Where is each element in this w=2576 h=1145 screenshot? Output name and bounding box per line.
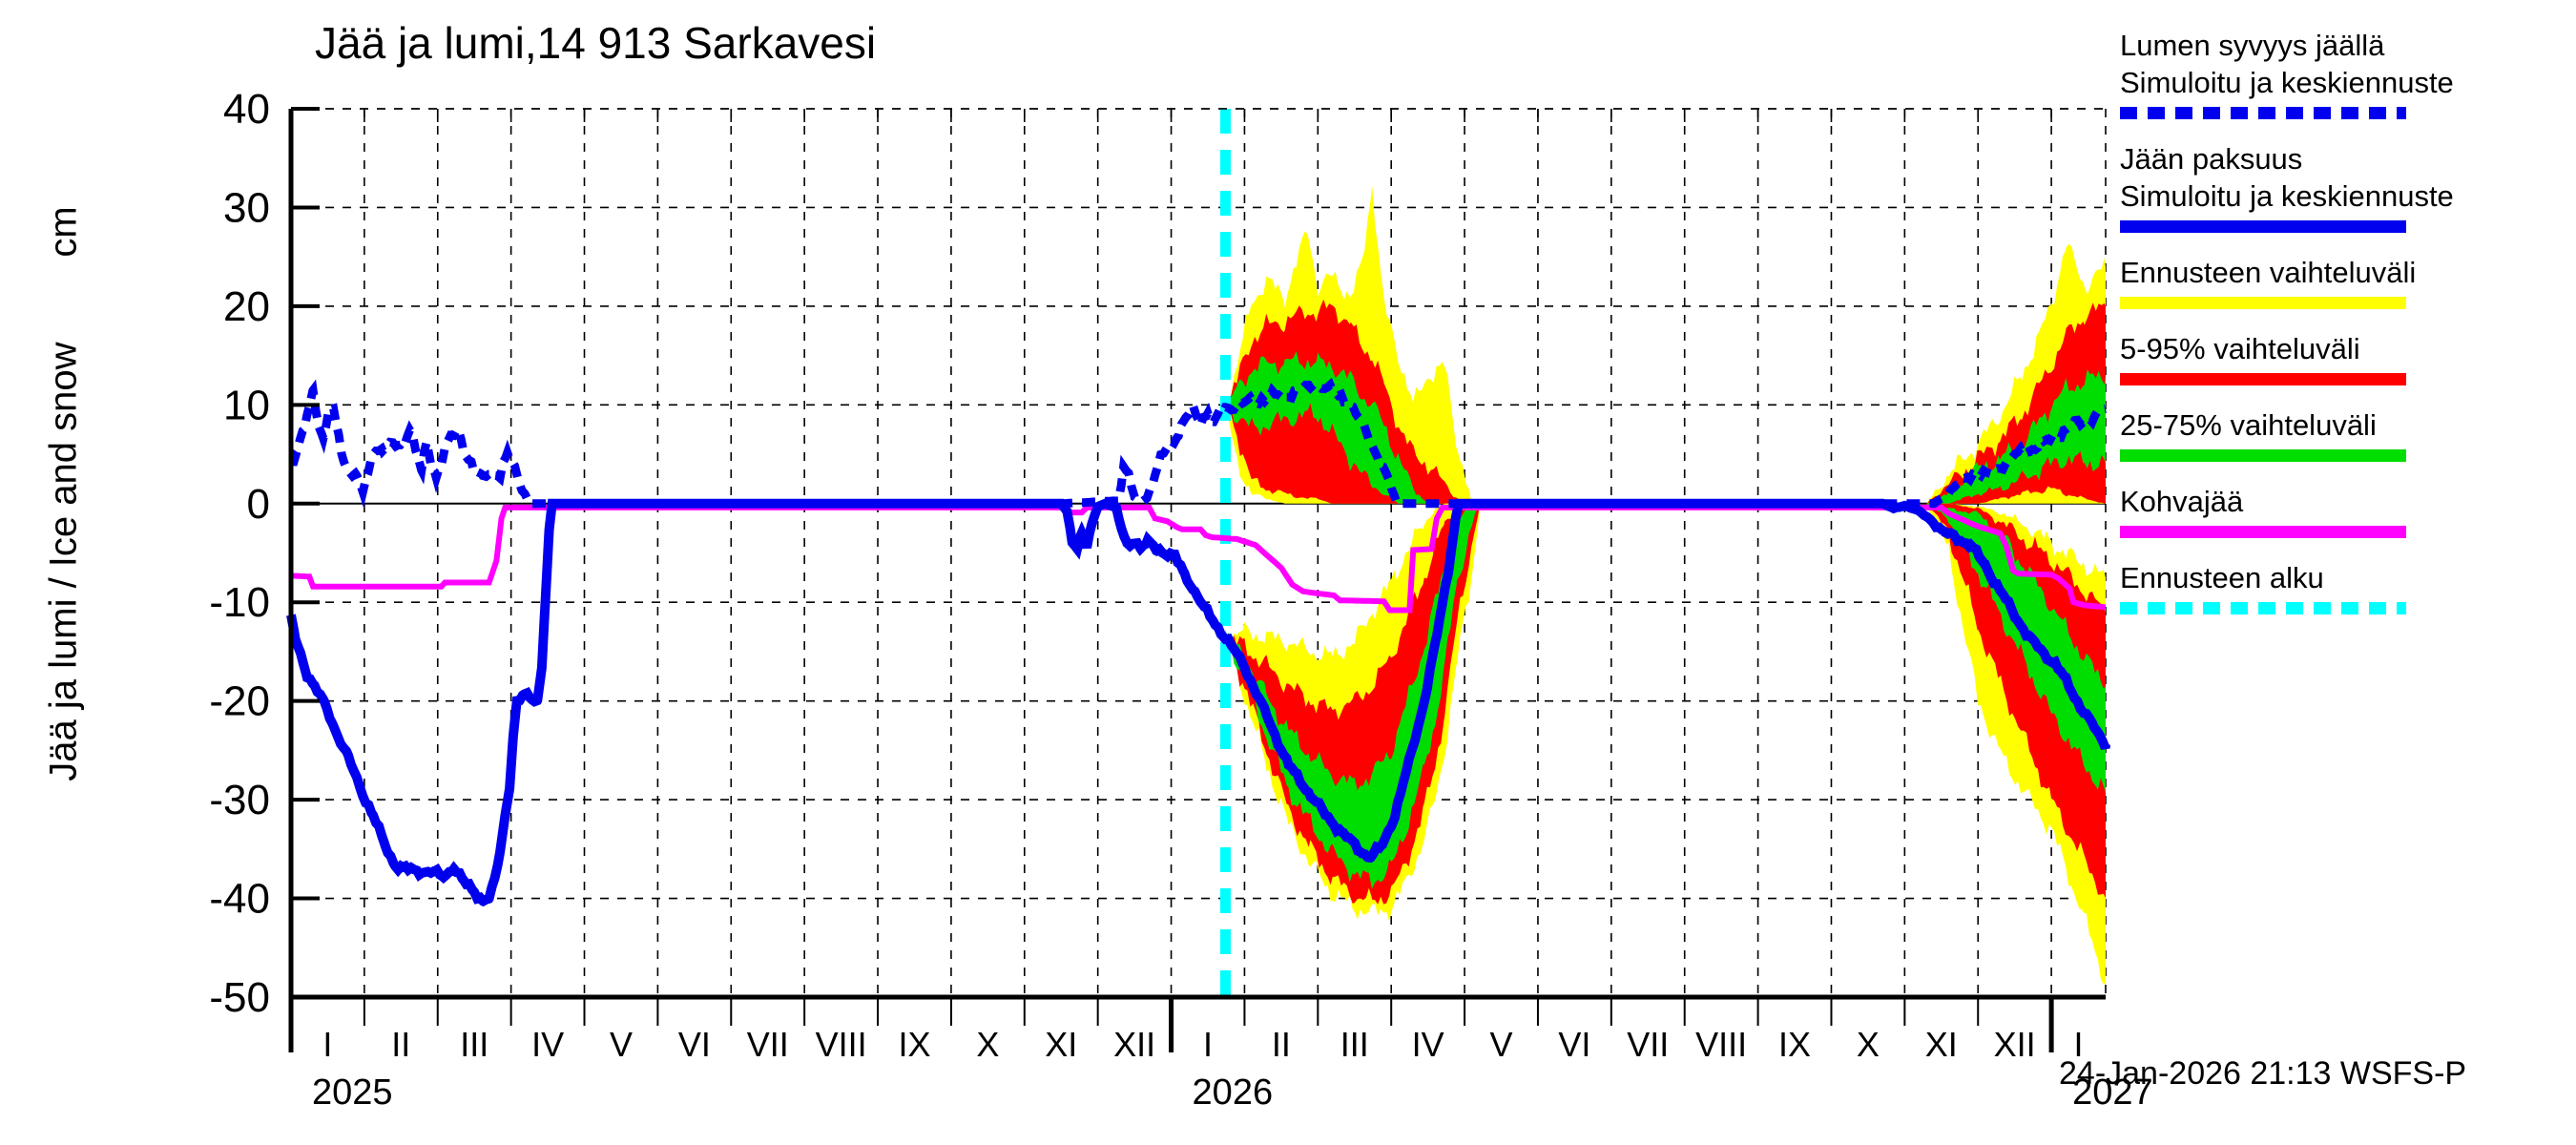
snow-dashed-line-swatch	[2120, 107, 2406, 119]
ice-solid-line-swatch	[2120, 220, 2406, 233]
legend-item-5-95-range: 5-95% vaihteluväli	[2120, 330, 2568, 385]
green-band-ice-forecast-2026	[1225, 503, 1480, 889]
month-label: V	[610, 1025, 633, 1064]
y-tick-label: -20	[209, 678, 270, 725]
y-tick-label: -10	[209, 579, 270, 626]
month-label: X	[1857, 1025, 1880, 1064]
month-label: II	[391, 1025, 410, 1064]
year-label: 2027	[2072, 1072, 2153, 1113]
month-label: III	[1340, 1025, 1369, 1064]
cyan-dashed-line-swatch	[2120, 602, 2406, 614]
snow-depth-line	[289, 377, 2107, 509]
legend-item-snow-depth: Lumen syvyys jäällä Simuloitu ja keskien…	[2120, 27, 2568, 119]
month-label: VIII	[1695, 1025, 1747, 1064]
legend-label: Lumen syvyys jäällä	[2120, 29, 2385, 62]
legend-item-kohvajaa: Kohvajää	[2120, 483, 2568, 538]
month-label: XII	[1113, 1025, 1155, 1064]
green-band-swatch	[2120, 449, 2406, 462]
green-band-snow-forecast-2027	[1926, 369, 2106, 504]
month-label: XI	[1925, 1025, 1958, 1064]
red-band-ice-forecast-2027	[1926, 503, 2106, 899]
y-tick-label: 10	[223, 382, 270, 428]
month-label: VI	[678, 1025, 711, 1064]
y-tick-label: -30	[209, 777, 270, 823]
legend-label: Kohvajää	[2120, 485, 2244, 518]
legend-item-forecast-start: Ennusteen alku	[2120, 559, 2568, 614]
y-tick-label: 40	[223, 86, 270, 133]
red-band-ice-forecast-2026	[1225, 503, 1480, 905]
y-tick-label: 30	[223, 184, 270, 231]
red-band-swatch	[2120, 373, 2406, 385]
year-label: 2026	[1193, 1072, 1274, 1113]
magenta-line-swatch	[2120, 526, 2406, 538]
month-label: IV	[1412, 1025, 1444, 1064]
month-label: III	[460, 1025, 488, 1064]
y-tick-label: -40	[209, 876, 270, 923]
month-label: I	[1203, 1025, 1213, 1064]
legend-item-25-75-range: 25-75% vaihteluväli	[2120, 406, 2568, 462]
month-label: IV	[531, 1025, 564, 1064]
month-label: I	[2074, 1025, 2084, 1064]
legend-label: Ennusteen vaihteluväli	[2120, 256, 2417, 289]
legend-label: Ennusteen alku	[2120, 561, 2324, 594]
month-label: V	[1490, 1025, 1513, 1064]
month-label: I	[322, 1025, 332, 1064]
chart-title: Jää ja lumi,14 913 Sarkavesi	[315, 18, 877, 68]
yellow-band-swatch	[2120, 297, 2406, 309]
y-tick-label: -50	[209, 974, 270, 1021]
y-axis-label: Jää ja lumi / Ice and snow cm	[42, 206, 85, 781]
legend-label: Simuloitu ja keskiennuste	[2120, 66, 2454, 99]
legend-label: Simuloitu ja keskiennuste	[2120, 179, 2454, 213]
month-label: VII	[1627, 1025, 1669, 1064]
y-tick-label: 0	[247, 481, 270, 528]
month-label: IX	[1778, 1025, 1811, 1064]
legend-item-ice-thickness: Jään paksuus Simuloitu ja keskiennuste	[2120, 140, 2568, 233]
month-label: X	[976, 1025, 999, 1064]
legend-label: 5-95% vaihteluväli	[2120, 332, 2360, 365]
y-tick-label: 20	[223, 283, 270, 330]
ice-thickness-line	[286, 498, 2110, 907]
legend-label: 25-75% vaihteluväli	[2120, 408, 2377, 442]
month-label: II	[1272, 1025, 1291, 1064]
month-label: IX	[898, 1025, 930, 1064]
legend-label: Jään paksuus	[2120, 142, 2303, 176]
green-band-snow-forecast-2026	[1225, 351, 1472, 504]
year-label: 2025	[312, 1072, 393, 1113]
month-label: VIII	[816, 1025, 867, 1064]
month-label: XII	[1994, 1025, 2036, 1064]
month-label: VII	[747, 1025, 789, 1064]
legend-item-forecast-range: Ennusteen vaihteluväli	[2120, 254, 2568, 309]
month-label: VI	[1558, 1025, 1590, 1064]
green-band-ice-forecast-2027	[1926, 503, 2106, 793]
legend: Lumen syvyys jäällä Simuloitu ja keskien…	[2120, 27, 2568, 635]
timestamp-label: 24-Jan-2026 21:13 WSFS-P	[2059, 1055, 2467, 1092]
month-label: XI	[1045, 1025, 1077, 1064]
